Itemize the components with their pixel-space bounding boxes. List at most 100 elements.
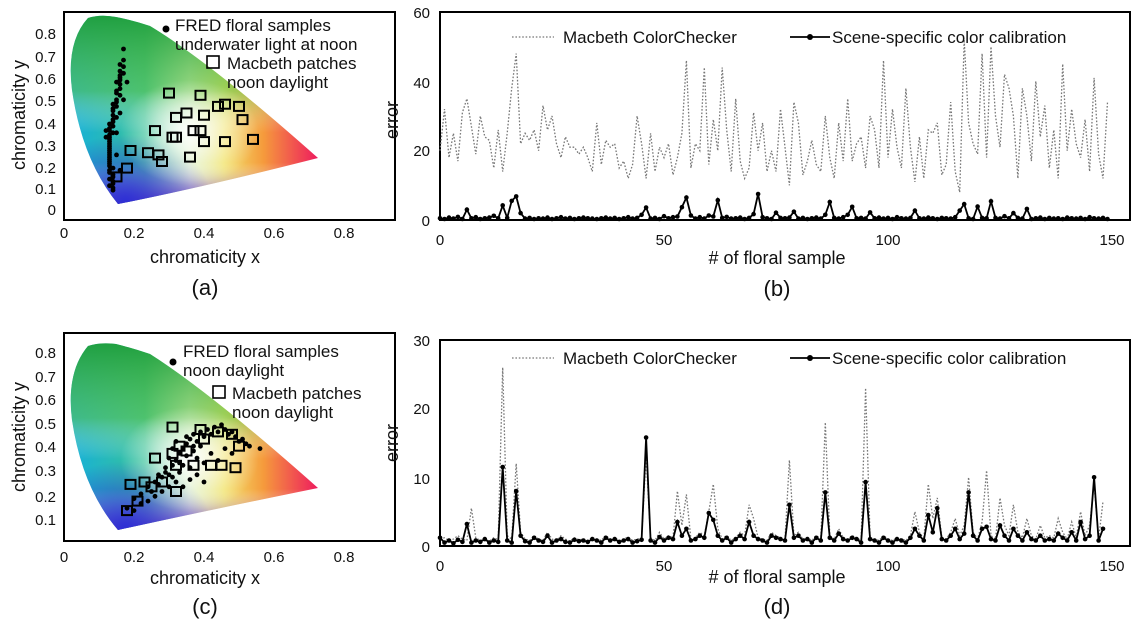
series-scene-point xyxy=(616,216,622,222)
floral-sample-point xyxy=(110,101,116,107)
y-tick-label: 20 xyxy=(413,401,430,418)
series-scene-point xyxy=(536,538,541,543)
series-scene-point xyxy=(760,214,765,220)
series-scene-point xyxy=(1038,215,1043,220)
series-scene-point xyxy=(585,539,591,545)
series-scene-point xyxy=(473,538,479,543)
floral-sample-point xyxy=(114,152,119,158)
series-scene-point xyxy=(643,435,649,440)
series-scene-point xyxy=(970,533,976,538)
plot-frame xyxy=(439,339,1131,547)
macbeth-patch-point xyxy=(156,156,168,167)
legend-scene-marker xyxy=(807,34,813,40)
series-scene-point xyxy=(831,215,837,221)
series-scene-point xyxy=(702,216,707,221)
series-scene-point xyxy=(930,530,936,535)
floral-sample-point xyxy=(107,128,112,134)
floral-sample-point xyxy=(121,97,126,103)
series-scene-point xyxy=(872,538,877,543)
x-tick-label: 50 xyxy=(656,232,673,249)
macbeth-patch-point xyxy=(212,426,224,438)
floral-sample-point xyxy=(117,110,123,116)
macbeth-patch-point xyxy=(163,87,175,99)
panel-caption: (b) xyxy=(764,276,791,301)
floral-sample-point xyxy=(117,68,123,74)
floral-sample-point xyxy=(163,465,168,471)
floral-sample-point xyxy=(117,73,123,78)
floral-sample-point xyxy=(187,477,193,482)
floral-sample-point xyxy=(170,474,175,480)
series-scene-point xyxy=(612,215,617,221)
series-scene-point xyxy=(500,203,506,208)
series-scene-point xyxy=(939,536,945,542)
series-scene-point xyxy=(437,216,443,221)
macbeth-patch-point xyxy=(187,459,200,471)
series-scene-point xyxy=(482,216,488,221)
series-scene-point xyxy=(966,216,971,221)
x-tick-label: 150 xyxy=(1099,232,1124,249)
series-scene-point xyxy=(540,216,546,221)
y-tick-label: 0 xyxy=(48,202,56,219)
y-tick-label: 20 xyxy=(413,143,430,160)
series-scene-point xyxy=(993,215,998,221)
series-scene-point xyxy=(836,216,841,221)
series-scene-point xyxy=(670,536,676,542)
series-scene-point xyxy=(442,216,447,222)
series-scene-point xyxy=(778,215,783,221)
floral-sample-point xyxy=(110,108,116,114)
series-scene-point xyxy=(594,538,600,543)
series-scene-point xyxy=(1015,215,1021,221)
series-macbeth-line xyxy=(439,39,1109,193)
x-axis-label: # of floral sample xyxy=(708,248,845,268)
series-scene-point xyxy=(469,540,474,545)
macbeth-patch-point xyxy=(131,495,144,507)
series-scene-point xyxy=(1047,536,1052,542)
series-scene-point xyxy=(679,204,685,210)
series-scene-point xyxy=(890,216,895,222)
floral-sample-point xyxy=(187,436,193,442)
legend-label: FRED floral samples xyxy=(175,16,331,35)
series-scene-point xyxy=(590,216,595,221)
series-scene-point xyxy=(1078,519,1083,525)
floral-sample-point xyxy=(117,62,123,67)
series-scene-point xyxy=(1096,538,1101,543)
floral-sample-point xyxy=(114,104,119,109)
series-scene-point xyxy=(1011,210,1016,216)
legend-label: Scene-specific color calibration xyxy=(832,28,1066,47)
series-scene-point xyxy=(711,214,716,219)
series-scene-point xyxy=(495,216,501,221)
series-scene-point xyxy=(1082,216,1088,222)
series-scene-point xyxy=(872,216,877,221)
series-scene-point xyxy=(702,535,707,541)
panel-caption: (a) xyxy=(192,275,219,300)
macbeth-patch-point xyxy=(198,136,210,148)
series-scene-point xyxy=(912,208,918,213)
series-scene-point xyxy=(504,538,510,543)
series-scene-point xyxy=(531,535,537,541)
series-scene-point xyxy=(935,216,940,222)
x-tick-label: 0.6 xyxy=(264,549,285,566)
legend-label: Macbeth ColorChecker xyxy=(563,28,737,47)
floral-sample-point xyxy=(110,112,116,118)
floral-sample-point xyxy=(114,115,119,120)
series-scene-point xyxy=(509,540,514,545)
series-scene-point xyxy=(849,535,855,541)
series-scene-line xyxy=(439,437,1104,545)
series-scene-point xyxy=(961,201,967,207)
macbeth-patch-point xyxy=(142,147,154,159)
series-scene-point xyxy=(518,210,523,216)
series-scene-point xyxy=(975,204,980,209)
macbeth-patch-point xyxy=(149,452,161,464)
series-scene-point xyxy=(693,216,698,221)
series-scene-point xyxy=(787,215,792,220)
series-scene-point xyxy=(997,216,1003,221)
series-scene-point xyxy=(908,215,913,221)
series-scene-point xyxy=(840,536,846,542)
series-scene-point xyxy=(733,536,738,542)
floral-sample-point xyxy=(110,130,116,136)
series-scene-point xyxy=(657,216,662,222)
series-scene-point xyxy=(522,538,528,544)
x-tick-label: 0.4 xyxy=(194,549,215,566)
series-scene-point xyxy=(912,526,918,532)
series-scene-point xyxy=(742,536,747,542)
